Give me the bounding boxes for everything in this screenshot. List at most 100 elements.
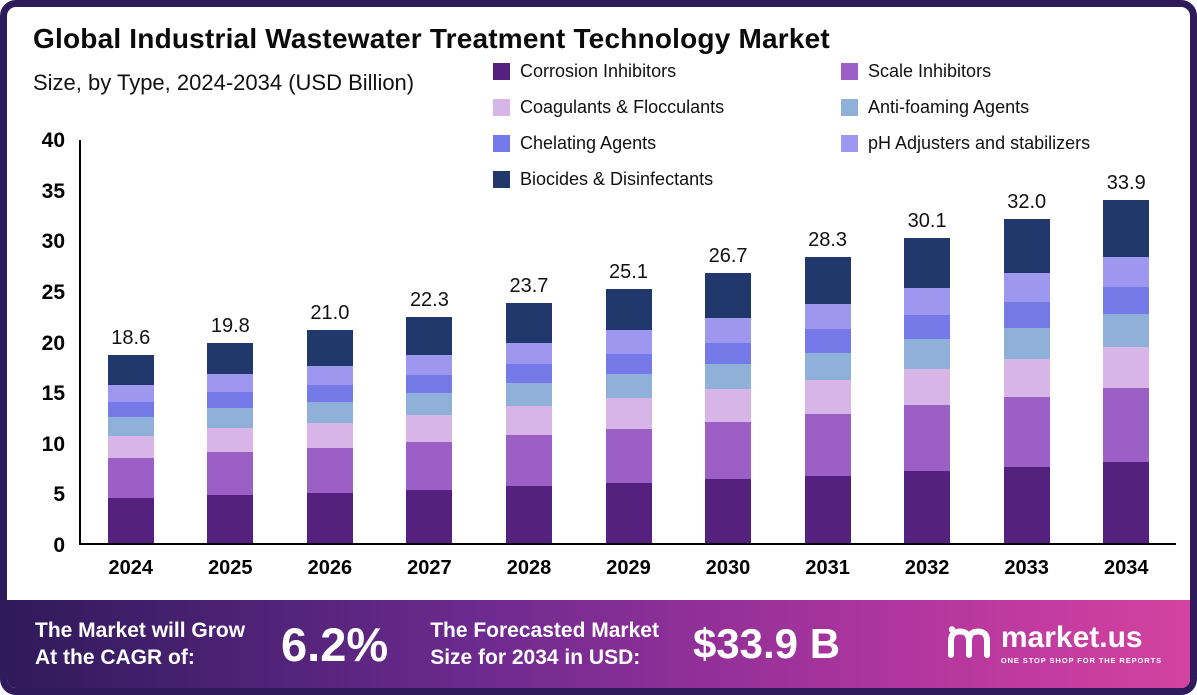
bar-segment-ph-adjusters-and-stabilizers <box>207 374 254 393</box>
bar-value-label: 18.6 <box>111 326 151 349</box>
legend-swatch <box>841 99 858 116</box>
bar-stack <box>406 317 453 543</box>
bar-value-label: 28.3 <box>808 228 848 251</box>
bar-segment-coagulants-flocculants <box>406 414 453 442</box>
x-tick-label: 2027 <box>407 557 452 579</box>
legend-swatch <box>841 63 858 80</box>
bar-segment-chelating-agents <box>306 385 353 403</box>
chart-header: Global Industrial Wastewater Treatment T… <box>7 7 1190 96</box>
x-tick-label: 2025 <box>208 557 253 579</box>
forecast-label-line2: Size for 2034 in USD: <box>430 646 641 669</box>
bar-value-label: 22.3 <box>409 289 449 312</box>
bar-group-2029: 25.1 <box>579 140 679 543</box>
y-tick-label: 0 <box>53 534 65 557</box>
bar-group-2024: 18.6 <box>81 140 181 543</box>
bar-segment-ph-adjusters-and-stabilizers <box>1003 272 1050 303</box>
bar-segment-biocides-disinfectants <box>207 342 254 375</box>
legend-label: Scale Inhibitors <box>868 61 992 81</box>
chart-subtitle: Size, by Type, 2024-2034 (USD Billion) <box>33 70 415 95</box>
chart-legend: Corrosion Inhibitors Scale Inhibitors Coag… <box>493 61 1160 190</box>
legend-item-ph-adjusters-and-stabilizers: pH Adjusters and stabilizers <box>841 133 1160 154</box>
bar-segment-anti-foaming-agents <box>605 373 652 399</box>
bar-stack <box>207 342 254 543</box>
legend-label: Chelating Agents <box>520 133 657 153</box>
y-tick-label: 25 <box>41 280 65 304</box>
bar-stack <box>705 272 752 543</box>
bar-value-label: 30.1 <box>907 210 947 233</box>
legend-swatch <box>493 171 510 188</box>
bar-segment-biocides-disinfectants <box>605 288 652 331</box>
x-axis-labels: 2024 2025 2026 2027 2028 2029 2030 2031 2032 2033… <box>81 557 1176 580</box>
bar-segment-anti-foaming-agents <box>804 352 851 381</box>
legend-item-corrosion-inhibitors: Corrosion Inhibitors <box>493 61 841 82</box>
bar-group-2028: 23.7 <box>479 140 579 543</box>
bar-segment-scale-inhibitors <box>705 421 752 480</box>
forecast-value: $33.9 B <box>692 620 841 667</box>
legend-swatch <box>493 99 510 116</box>
x-tick-label: 2026 <box>307 557 353 579</box>
bar-group-2033: 32.0 <box>977 140 1077 543</box>
y-axis: 0 5 10 15 20 25 30 35 40 <box>7 129 79 557</box>
forecast-label: The Forecasted Market Size for 2034 in U… <box>430 617 659 672</box>
bar-segment-anti-foaming-agents <box>107 417 154 436</box>
cagr-value: 6.2% <box>281 617 389 671</box>
bar-group-2032: 30.1 <box>877 140 977 543</box>
bar-group-2030: 26.7 <box>678 140 778 543</box>
bar-segment-corrosion-inhibitors <box>505 486 552 543</box>
bar-value-label: 32.0 <box>1007 190 1047 213</box>
bar-segment-scale-inhibitors <box>207 451 254 496</box>
bar-stack <box>904 238 951 543</box>
bar-segment-corrosion-inhibitors <box>306 493 353 543</box>
bar-segment-anti-foaming-agents <box>1003 328 1050 359</box>
bar-segment-ph-adjusters-and-stabilizers <box>804 304 851 330</box>
bar-value-label: 21.0 <box>310 302 350 325</box>
bar-segment-corrosion-inhibitors <box>107 498 154 543</box>
bar-segment-chelating-agents <box>1103 286 1150 315</box>
bar-segment-scale-inhibitors <box>306 447 353 494</box>
legend-item-anti-foaming-agents: Anti-foaming Agents <box>841 97 1160 118</box>
bar-segment-biocides-disinfectants <box>306 330 353 366</box>
bar-segment-chelating-agents <box>1003 302 1050 329</box>
bar-segment-coagulants-flocculants <box>107 435 154 458</box>
legend-item-chelating-agents: Chelating Agents <box>493 133 841 154</box>
bar-segment-scale-inhibitors <box>107 457 154 499</box>
bar-segment-coagulants-flocculants <box>207 427 254 452</box>
bar-segment-coagulants-flocculants <box>904 368 951 406</box>
bar-segment-corrosion-inhibitors <box>904 471 951 543</box>
y-tick-label: 40 <box>41 129 65 152</box>
bar-segment-chelating-agents <box>804 329 851 353</box>
bar-segment-chelating-agents <box>107 402 154 418</box>
bar-group-2025: 19.8 <box>181 140 281 543</box>
bar-segment-chelating-agents <box>705 342 752 364</box>
bar-stack <box>804 256 851 543</box>
bar-segment-scale-inhibitors <box>1003 397 1050 468</box>
bar-value-label: 26.7 <box>708 244 748 267</box>
bar-segment-anti-foaming-agents <box>406 393 453 415</box>
bar-group-2027: 22.3 <box>380 140 480 543</box>
bar-segment-scale-inhibitors <box>904 405 951 472</box>
bar-segment-corrosion-inhibitors <box>207 495 254 543</box>
bar-stack <box>605 288 652 543</box>
legend-label: Biocides & Disinfectants <box>520 169 714 189</box>
cagr-label-line1: The Market will Grow <box>35 618 246 642</box>
bar-segment-chelating-agents <box>207 392 254 409</box>
bar-segment-chelating-agents <box>505 363 552 384</box>
bar-segment-coagulants-flocculants <box>605 398 652 429</box>
forecast-label-line1: The Forecasted Market <box>430 618 659 642</box>
page-title: Global Industrial Wastewater Treatment T… <box>33 23 830 54</box>
bar-value-label: 23.7 <box>509 275 549 298</box>
bar-segment-anti-foaming-agents <box>904 339 951 369</box>
legend-item-scale-inhibitors: Scale Inhibitors <box>841 61 1160 82</box>
bar-segment-biocides-disinfectants <box>1003 218 1050 273</box>
bar-segment-biocides-disinfectants <box>505 303 552 343</box>
bar-segment-biocides-disinfectants <box>406 317 453 355</box>
bar-segment-anti-foaming-agents <box>505 383 552 407</box>
bar-segment-scale-inhibitors <box>505 434 552 487</box>
bar-segment-coagulants-flocculants <box>1003 358 1050 398</box>
bar-segment-biocides-disinfectants <box>107 354 154 386</box>
bar-value-label: 25.1 <box>609 260 648 283</box>
legend-label: Anti-foaming Agents <box>868 97 1030 117</box>
y-tick-label: 10 <box>41 432 65 456</box>
bar-segment-scale-inhibitors <box>804 414 851 477</box>
